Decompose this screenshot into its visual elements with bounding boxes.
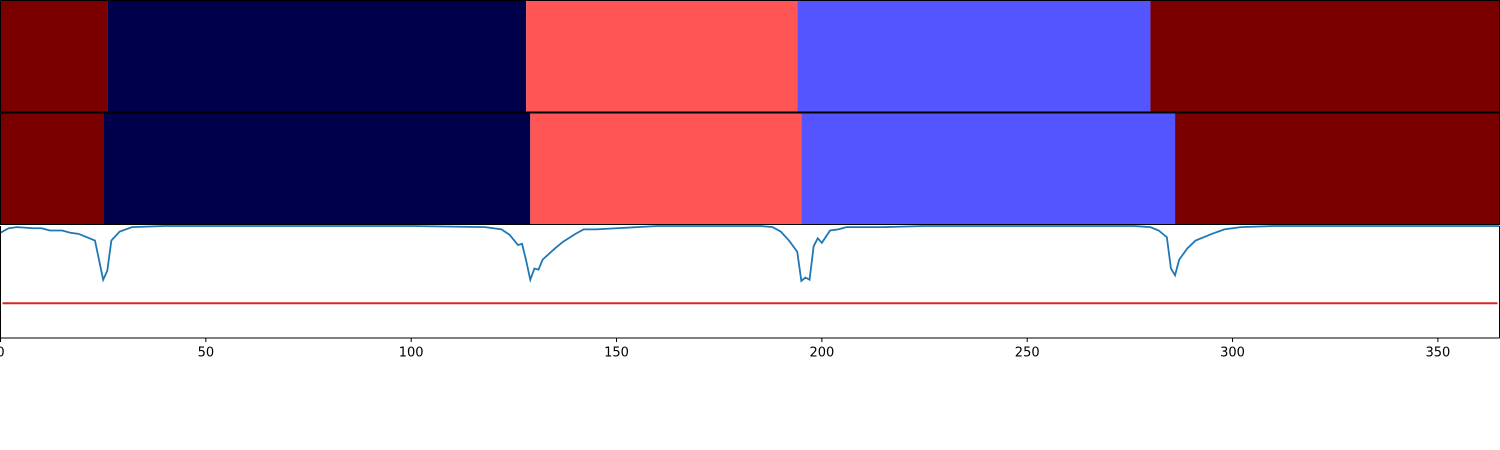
x-tick-label: 0 xyxy=(0,346,5,361)
segment xyxy=(107,0,527,113)
x-tick-label: 250 xyxy=(1015,346,1040,361)
segment xyxy=(526,0,798,113)
x-tick-label: 200 xyxy=(809,346,834,361)
x-tick-label: 300 xyxy=(1220,346,1245,361)
segment xyxy=(0,112,104,225)
segment xyxy=(1150,0,1500,113)
segment xyxy=(797,0,1151,113)
segment xyxy=(0,0,108,113)
x-tick-label: 100 xyxy=(399,346,424,361)
x-tick-label: 350 xyxy=(1425,346,1450,361)
x-tick-label: 50 xyxy=(198,346,215,361)
segment xyxy=(1175,112,1500,225)
segment xyxy=(103,112,531,225)
x-tick-label: 150 xyxy=(604,346,629,361)
segment xyxy=(801,112,1176,225)
segment xyxy=(530,112,802,225)
line xyxy=(0,225,1500,283)
